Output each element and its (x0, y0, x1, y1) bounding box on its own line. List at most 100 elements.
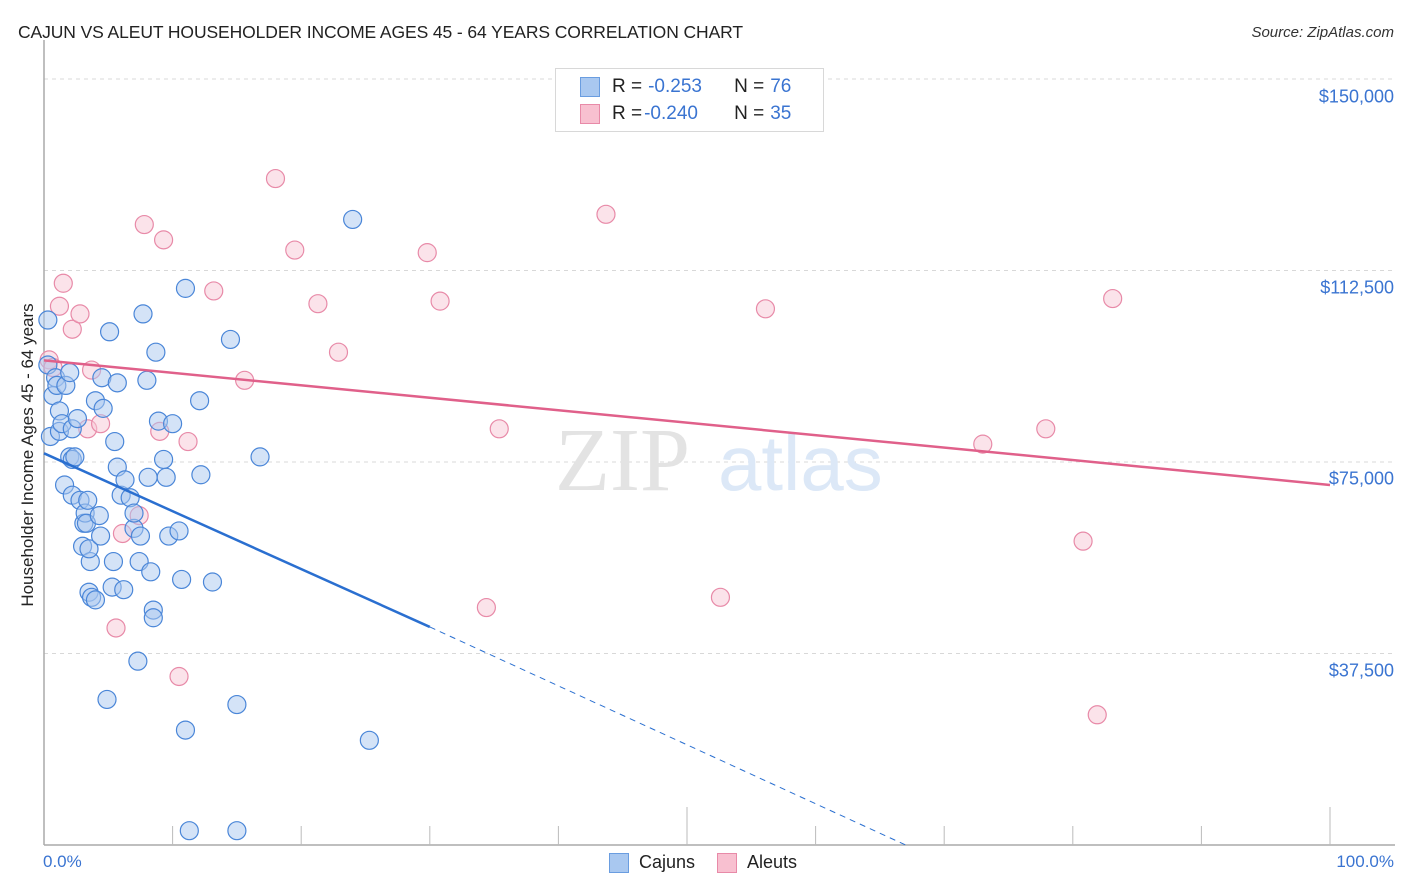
aleut-data-point[interactable] (49, 296, 70, 316)
aleut-data-point[interactable] (169, 666, 189, 687)
cajun-data-point[interactable] (78, 490, 98, 510)
aleut-data-point[interactable] (53, 273, 73, 293)
y-tick-37500: $37,500 (1328, 660, 1394, 681)
cajun-data-point[interactable] (141, 562, 161, 582)
r-label: R = (612, 76, 643, 97)
aleut-data-point[interactable] (489, 419, 509, 439)
r-label: R = (612, 103, 643, 124)
cajun-data-point[interactable] (107, 373, 127, 393)
cajun-data-point[interactable] (138, 467, 158, 487)
cajun-data-point[interactable] (130, 526, 151, 546)
n-value-aleuts: 35 (770, 103, 792, 124)
cajun-data-point[interactable] (137, 370, 157, 390)
r-value-cajuns: -0.253 (648, 76, 702, 97)
cajun-trendline (43, 452, 431, 629)
gridlines (44, 78, 1395, 654)
correlation-legend: R = -0.253 N = 76 R = -0.240 N = 35 (555, 68, 824, 132)
cajun-data-point[interactable] (128, 651, 148, 671)
cajun-data-point[interactable] (169, 521, 189, 541)
aleut-data-point[interactable] (153, 230, 174, 250)
cajun-data-point[interactable] (359, 730, 379, 750)
cajun-data-point[interactable] (227, 694, 247, 715)
cajun-data-point[interactable] (99, 322, 120, 342)
cajun-data-point[interactable] (89, 506, 109, 526)
trendlines (43, 359, 1331, 846)
cajun-data-point[interactable] (220, 329, 241, 350)
aleut-data-point[interactable] (265, 168, 286, 189)
aleut-data-point[interactable] (62, 319, 82, 339)
cajun-data-point[interactable] (179, 821, 199, 841)
cajun-data-point[interactable] (103, 551, 124, 572)
cajun-data-point[interactable] (163, 414, 183, 434)
legend-label-aleuts: Aleuts (747, 852, 798, 872)
aleut-data-point[interactable] (476, 597, 496, 618)
cajun-data-point[interactable] (172, 569, 192, 590)
watermark-zip: ZIP (555, 411, 690, 510)
watermark-atlas: atlas (718, 419, 883, 507)
series-legend: Cajuns Aleuts (0, 852, 1406, 873)
aleut-data-point[interactable] (1036, 419, 1056, 439)
aleut-data-point[interactable] (430, 291, 450, 311)
cajun-swatch-icon (608, 852, 629, 873)
cajun-data-point[interactable] (175, 278, 196, 298)
n-label: N = (734, 103, 765, 124)
cajun-data-point[interactable] (250, 447, 270, 467)
cajun-data-point[interactable] (85, 590, 106, 610)
cajun-data-point[interactable] (67, 408, 88, 429)
legend-row-aleuts: R = -0.240 N = 35 (580, 102, 791, 126)
aleut-data-point[interactable] (1073, 531, 1093, 551)
aleut-data-point[interactable] (1103, 288, 1123, 309)
cajun-data-point[interactable] (79, 539, 99, 559)
cajun-data-point[interactable] (124, 503, 144, 523)
aleut-data-point[interactable] (417, 243, 437, 263)
legend-label-cajuns: Cajuns (638, 852, 695, 872)
n-label: N = (734, 76, 765, 97)
cajun-data-point[interactable] (97, 689, 117, 710)
legend-item-aleuts[interactable]: Aleuts (717, 852, 797, 873)
chart-title: CAJUN VS ALEUT HOUSEHOLDER INCOME AGES 4… (18, 22, 743, 42)
cajun-data-point[interactable] (105, 431, 125, 452)
cajun-data-point[interactable] (227, 821, 247, 841)
cajun-data-point[interactable] (60, 363, 80, 383)
aleut-data-point[interactable] (1087, 705, 1107, 725)
aleut-trendline (43, 359, 1331, 487)
aleut-data-point[interactable] (70, 304, 90, 324)
aleut-data-point[interactable] (328, 342, 349, 362)
aleut-data-point[interactable] (178, 431, 198, 452)
cajun-points (38, 209, 379, 841)
cajun-data-point[interactable] (38, 310, 58, 330)
cajun-trendline-extension (429, 626, 906, 846)
cajun-data-point[interactable] (114, 580, 134, 600)
cajun-data-point[interactable] (202, 572, 223, 592)
x-tick-0: 0.0% (43, 852, 82, 871)
cajun-data-point[interactable] (191, 465, 211, 485)
aleut-swatch-icon (580, 104, 600, 124)
aleut-data-point[interactable] (973, 434, 993, 454)
cajun-data-point[interactable] (143, 608, 163, 628)
aleut-data-point[interactable] (710, 587, 731, 607)
aleut-data-point[interactable] (106, 618, 126, 638)
aleut-data-point[interactable] (755, 299, 776, 319)
cajun-data-point[interactable] (190, 391, 210, 411)
aleut-data-point[interactable] (596, 204, 616, 224)
source-label: Source: ZipAtlas.com (1251, 24, 1394, 41)
aleut-data-point[interactable] (285, 240, 305, 260)
cajun-data-point[interactable] (133, 304, 153, 324)
cajun-data-point[interactable] (93, 398, 113, 418)
aleut-data-point[interactable] (308, 294, 328, 314)
cajun-swatch-icon (580, 77, 600, 97)
cajun-data-point[interactable] (90, 526, 111, 546)
aleut-points (39, 168, 1123, 725)
n-value-cajuns: 76 (770, 76, 792, 97)
cajun-data-point[interactable] (156, 467, 176, 487)
aleut-data-point[interactable] (134, 214, 154, 235)
cajun-data-point[interactable] (175, 720, 196, 740)
aleut-data-point[interactable] (204, 281, 224, 301)
cajun-data-point[interactable] (343, 209, 363, 230)
cajun-data-point[interactable] (146, 342, 166, 362)
cajun-data-point[interactable] (153, 449, 174, 470)
legend-item-cajuns[interactable]: Cajuns (608, 852, 695, 873)
y-tick-150000: $150,000 (1318, 86, 1394, 107)
r-value-aleuts: -0.240 (644, 103, 698, 124)
